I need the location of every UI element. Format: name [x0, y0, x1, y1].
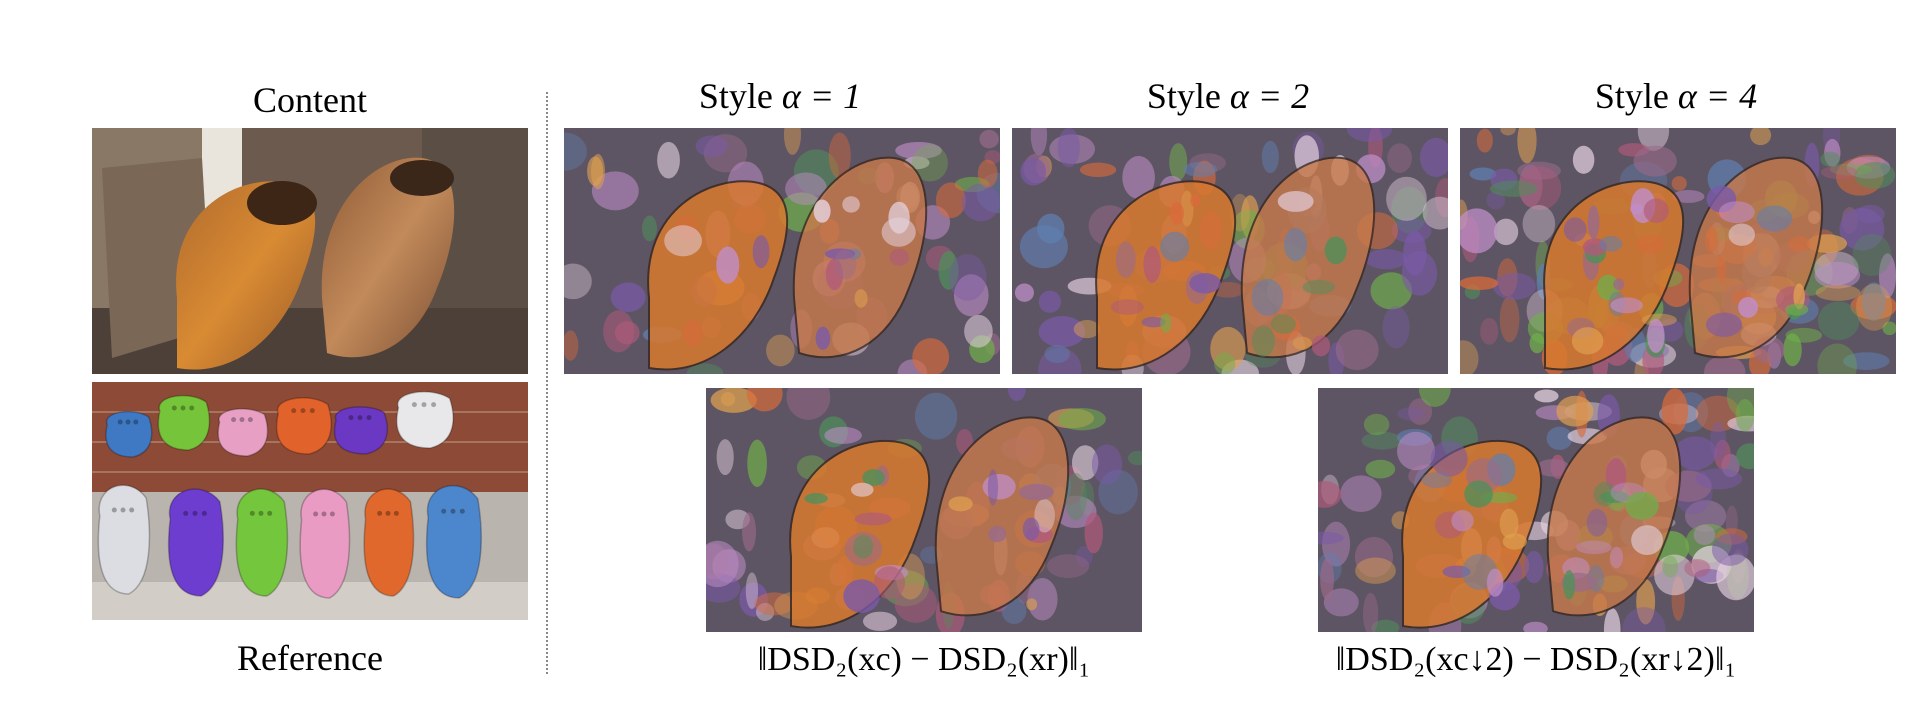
- alpha-value: α = 4: [1677, 76, 1758, 116]
- reference-image: [92, 382, 528, 620]
- style-alpha-1-title: Style α = 1: [562, 76, 998, 116]
- stylized-image-alpha-2: [1012, 128, 1448, 374]
- reference-label: Reference: [237, 638, 383, 678]
- content-image: [92, 128, 528, 374]
- alpha-value: α = 2: [1229, 76, 1310, 116]
- stylized-image-alpha-4: [1460, 128, 1896, 374]
- style-alpha-2-title: Style α = 2: [1010, 76, 1446, 116]
- style-prefix: Style: [1146, 76, 1230, 116]
- stylized-image-alpha-1: [564, 128, 1000, 374]
- column-divider: [546, 92, 548, 674]
- style-prefix: Style: [698, 76, 782, 116]
- stylized-image-dsd: [706, 388, 1142, 632]
- formula-dsd: ‖DSD₂(xc) − DSD₂(xr)‖₁: [757, 641, 1091, 678]
- style-prefix: Style: [1594, 76, 1678, 116]
- stylized-image-dsd-downsampled: [1318, 388, 1754, 632]
- content-label: Content: [253, 80, 367, 120]
- style-alpha-4-title: Style α = 4: [1458, 76, 1894, 116]
- alpha-value: α = 1: [781, 76, 862, 116]
- formula-dsd-downsampled: ‖DSD₂(xc↓2) − DSD₂(xr↓2)‖₁: [1335, 641, 1737, 678]
